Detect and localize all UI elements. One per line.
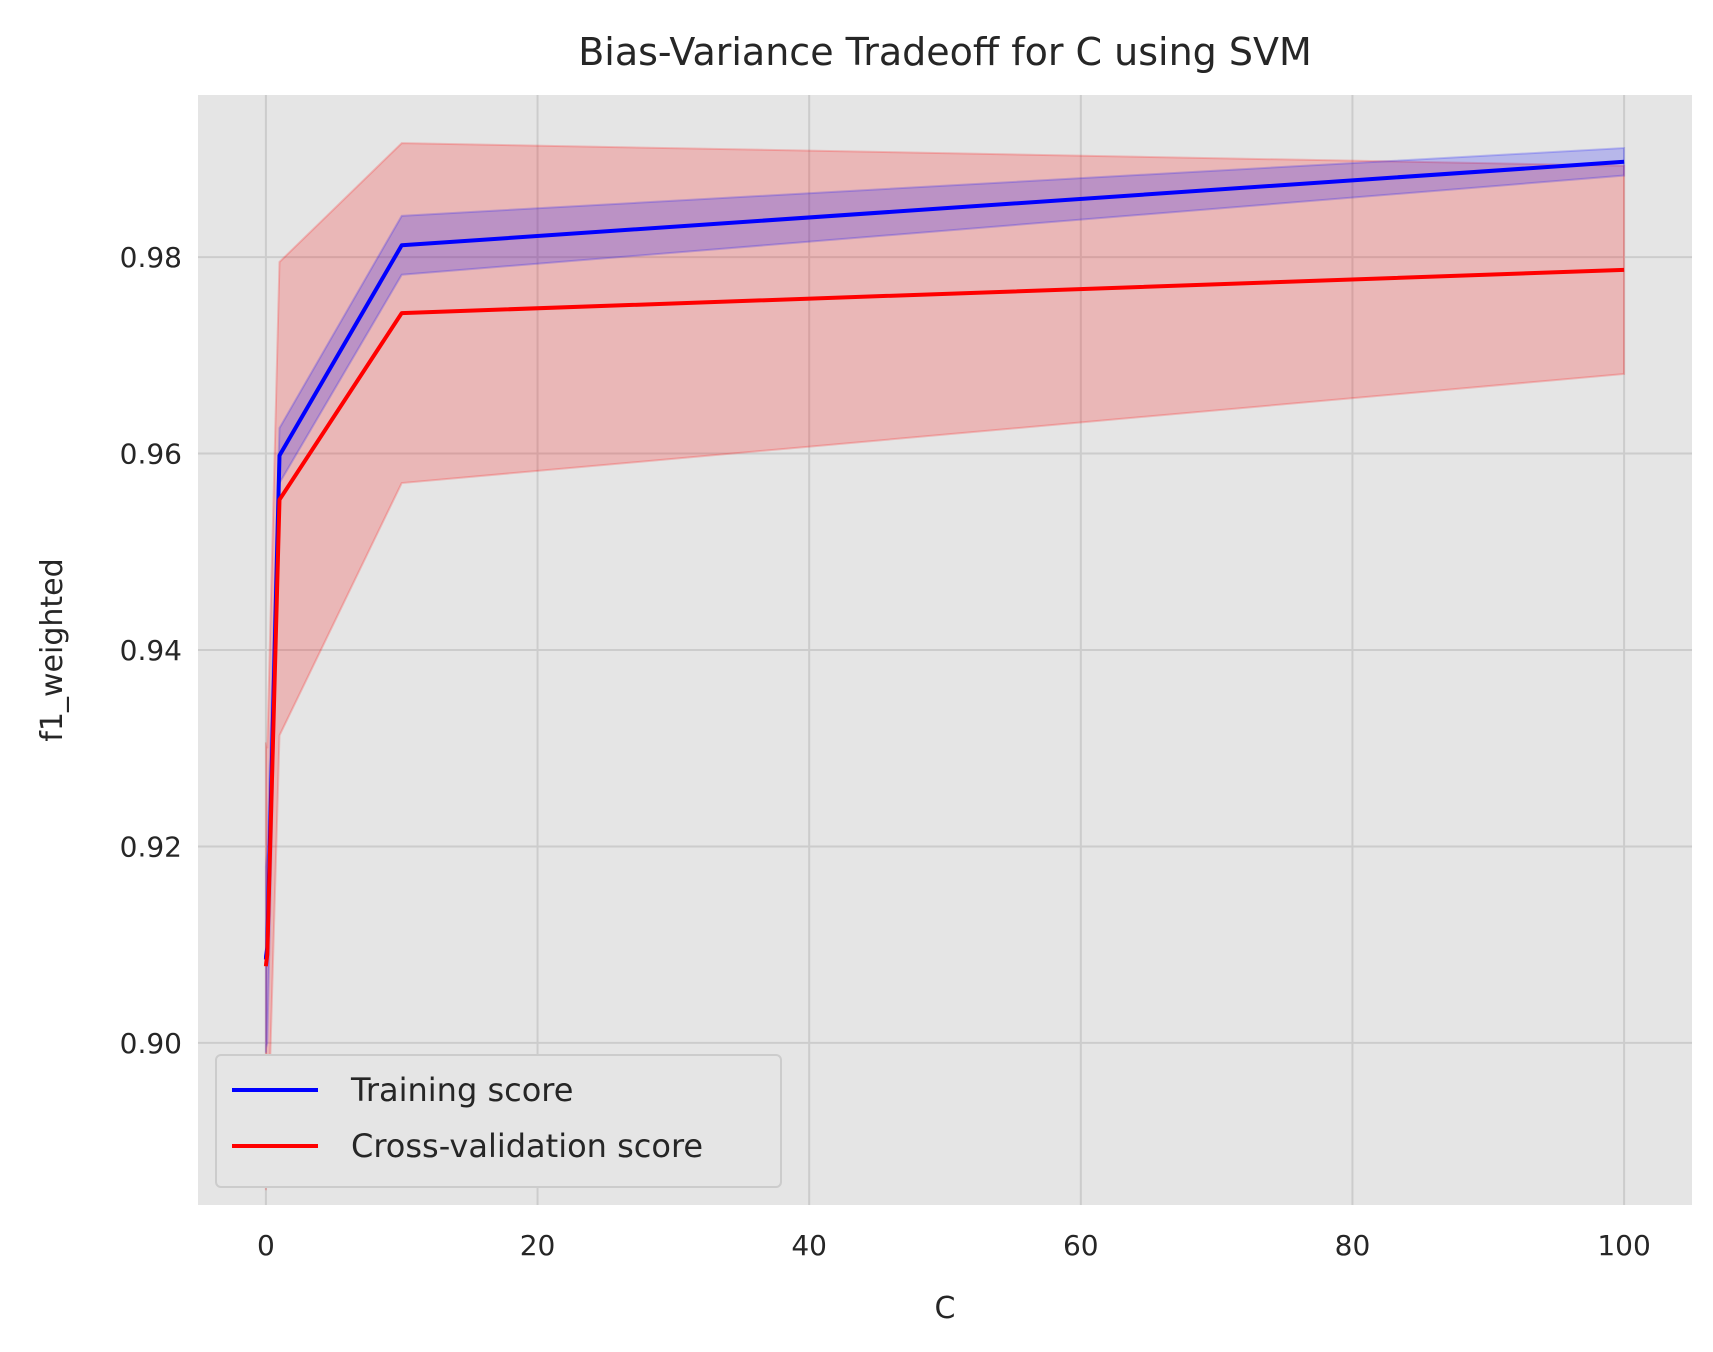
x-tick-label: 40 [791,1229,827,1262]
x-tick-label: 80 [1335,1229,1371,1262]
y-tick-label: 0.98 [120,241,182,274]
y-tick-label: 0.94 [120,634,182,667]
chart-title: Bias-Variance Tradeoff for C using SVM [578,30,1312,74]
series-lines [263,159,1625,967]
legend-frame [215,1054,782,1188]
x-tick-label: 20 [520,1229,556,1262]
x-tick-label: 0 [257,1229,275,1262]
y-axis-label: f1_weighted [35,558,70,741]
x-tick-labels: 0 20 40 60 80 100 [257,1229,1651,1262]
x-axis-label: C [935,1291,956,1326]
y-tick-label: 0.92 [120,830,182,863]
y-tick-label: 0.90 [120,1027,182,1060]
legend-label-training: Training score [350,1071,573,1109]
legend-label-cv: Cross-validation score [351,1127,703,1165]
grid [198,95,1692,1205]
y-tick-labels: 0.90 0.92 0.94 0.96 0.98 [120,241,182,1060]
series-line-cross-validation [263,267,1625,967]
y-tick-label: 0.96 [120,438,182,471]
confidence-band-training [264,146,1626,1053]
x-tick-label: 100 [1597,1229,1650,1262]
legend: Training score Cross-validation score [215,1054,782,1188]
x-tick-label: 60 [1063,1229,1099,1262]
